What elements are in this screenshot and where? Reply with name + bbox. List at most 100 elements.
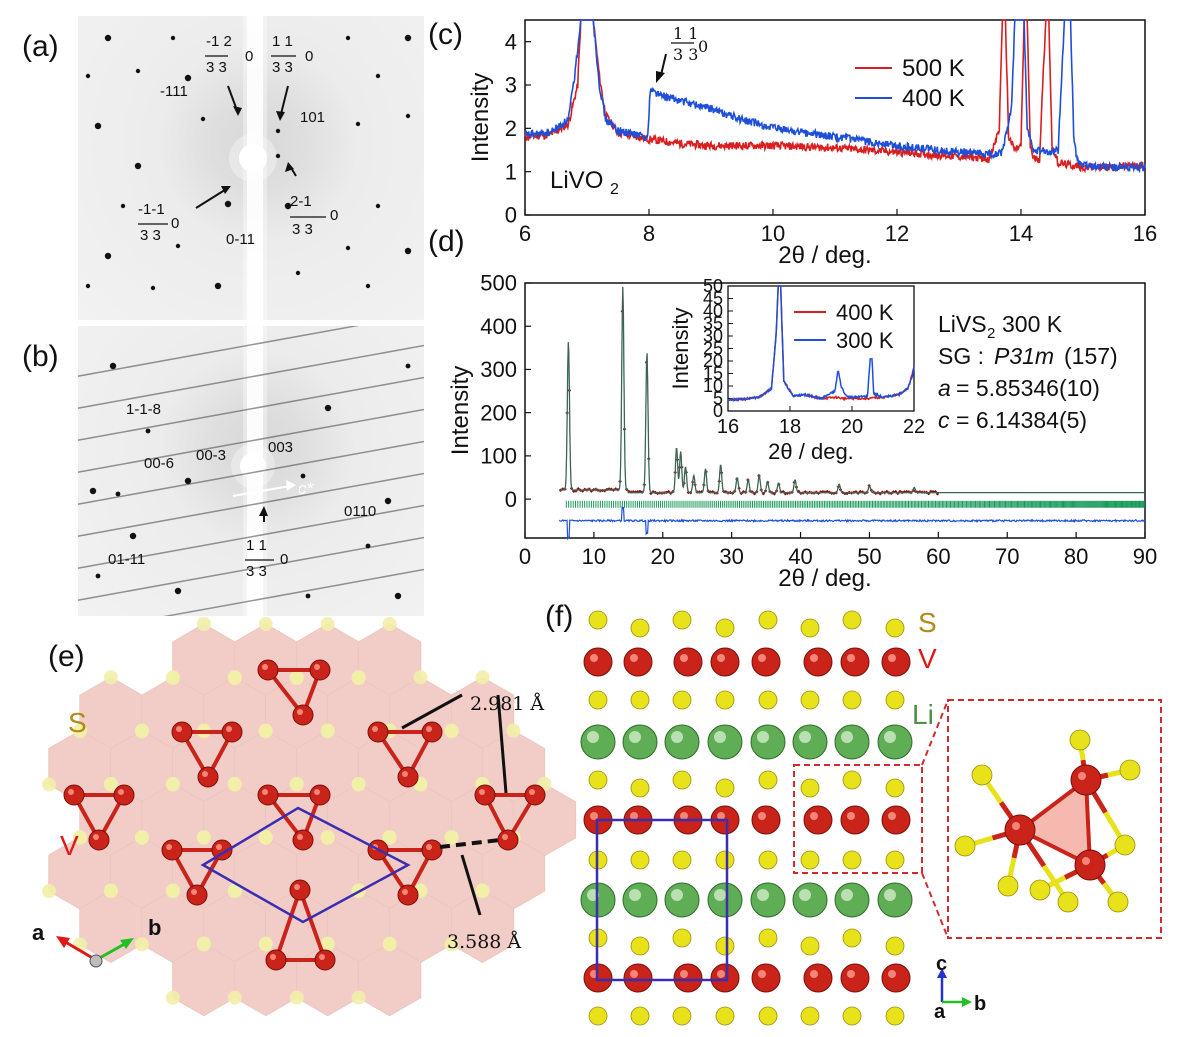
- li-atom: [877, 724, 913, 760]
- y-tick-label: 200: [480, 400, 517, 425]
- space-group-symbol: P31m: [994, 343, 1054, 369]
- sample-label-sub: 2: [610, 181, 619, 198]
- li-atom: [750, 882, 786, 918]
- s-atom: [758, 610, 778, 630]
- diffraction-spot: [365, 283, 371, 289]
- v-atom: [840, 805, 870, 835]
- s-atom: [444, 723, 459, 738]
- s-atom: [227, 883, 242, 898]
- v-atom: [289, 879, 311, 901]
- diffraction-spot: [275, 128, 281, 134]
- diffraction-spot: [104, 252, 112, 260]
- diffraction-spot: [89, 487, 97, 495]
- inset-y-axis-label: Intensity: [668, 308, 693, 390]
- s-atom: [885, 1006, 905, 1026]
- peak-annotation-zero: 0: [698, 37, 708, 56]
- s-atom: [630, 1006, 650, 1026]
- s-atom: [758, 1006, 778, 1026]
- inset-x-tick-label: 22: [903, 416, 925, 438]
- s-atom: [506, 723, 521, 738]
- s-atom: [1119, 759, 1141, 781]
- s-atom: [758, 690, 778, 710]
- plot-frame: [524, 282, 1146, 539]
- axis-e-b: b: [148, 915, 161, 940]
- v-atom: [257, 659, 279, 681]
- s-atom: [320, 830, 335, 845]
- s-atom: [842, 610, 862, 630]
- x-tick-label: 70: [995, 544, 1019, 569]
- s-atom: [289, 776, 304, 791]
- li-atom: [622, 724, 658, 760]
- diffraction-spot: [384, 497, 392, 505]
- diffraction-spot: [295, 270, 301, 276]
- panel-label-c: (c): [428, 18, 463, 51]
- label-b-11-0: 0: [280, 551, 288, 568]
- label-a-m12-0: 0: [245, 48, 253, 65]
- label-a-2m1-den: 3 3: [292, 221, 313, 238]
- v-trimer-bond: [374, 730, 436, 781]
- panel-label-a: (a): [22, 30, 59, 63]
- trimer-face: [1020, 780, 1090, 865]
- diffraction-spot: [324, 404, 332, 412]
- label-b-003: 003: [268, 439, 293, 456]
- y-tick-label: 100: [480, 444, 517, 469]
- diffraction-spot: [305, 593, 311, 599]
- s-atom: [758, 770, 778, 790]
- label-b-00m6: 00-6: [144, 455, 174, 472]
- s-atom: [715, 1006, 735, 1026]
- x-axis-label: 2θ / deg.: [778, 565, 871, 592]
- s-atom: [134, 723, 149, 738]
- diffraction-spot: [200, 116, 206, 122]
- li-atom: [834, 882, 870, 918]
- li-atom: [664, 882, 700, 918]
- s-atom: [885, 618, 905, 638]
- label-a-2m1: 2-1: [290, 193, 312, 210]
- s-atom: [800, 850, 820, 870]
- x-tick-label: 10: [761, 221, 785, 246]
- li-atom: [750, 724, 786, 760]
- plot-frame: [524, 19, 1146, 216]
- s-atom: [444, 830, 459, 845]
- s-atom: [758, 850, 778, 870]
- v-atom: [197, 766, 219, 788]
- diffraction-spot: [345, 245, 351, 251]
- diffraction-spot: [85, 73, 91, 79]
- diffraction-spot: [150, 285, 156, 291]
- inset-legend-label: 300 K: [836, 328, 894, 353]
- diffraction-spot: [135, 68, 141, 74]
- diffraction-spot: [404, 247, 412, 255]
- s-atom: [103, 883, 118, 898]
- x-tick-label: 12: [885, 221, 909, 246]
- label-a-m1m1: -1-1: [138, 201, 165, 218]
- x-tick-label: 40: [788, 544, 812, 569]
- s-atom: [73, 830, 87, 845]
- v-atom: [751, 963, 781, 993]
- label-a-11-0: 0: [305, 48, 313, 65]
- v-atom: [257, 784, 279, 806]
- diffraction-spot: [214, 282, 222, 290]
- label-e-V: V: [60, 830, 79, 861]
- diffuse-streak: [78, 344, 424, 409]
- s-atom: [800, 690, 820, 710]
- s-atom: [588, 770, 608, 790]
- s-atom: [351, 990, 366, 1005]
- s-atom: [196, 830, 211, 845]
- li-atom: [877, 882, 913, 918]
- y-tick-label: 500: [480, 271, 517, 296]
- s-atom: [715, 778, 735, 798]
- s-atom: [800, 936, 820, 956]
- diffuse-streak: [163, 568, 424, 616]
- v-atom: [803, 647, 833, 677]
- v-atom: [171, 721, 193, 743]
- s-atom: [630, 778, 650, 798]
- lattice-c-symbol: c: [938, 407, 950, 433]
- diffuse-streak: [78, 504, 424, 569]
- s-atom: [715, 850, 735, 870]
- distance-3588: 3.588 Å: [447, 931, 521, 953]
- diffraction-spot: [184, 74, 192, 82]
- selection-box-f: [793, 764, 923, 874]
- panel-label-e: (e): [48, 640, 85, 673]
- s-atom: [997, 875, 1019, 897]
- legend-label: 400 K: [902, 85, 965, 112]
